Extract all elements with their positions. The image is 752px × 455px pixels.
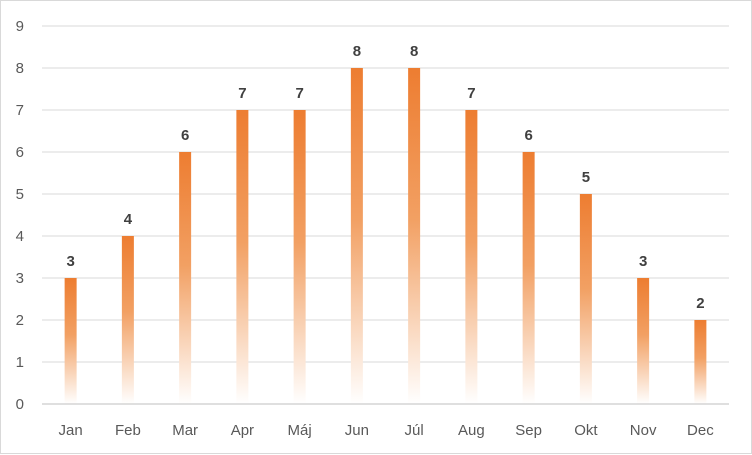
x-axis-tick-labels: Jan Feb Mar Apr Máj Jun Júl Aug Sep Okt Nov Dec: [59, 422, 715, 439]
data-label: 8: [410, 43, 418, 60]
y-tick-label: 4: [16, 228, 24, 245]
data-label: 6: [181, 127, 189, 144]
x-tick-label: Nov: [630, 422, 657, 439]
data-label: 8: [353, 43, 361, 60]
y-tick-label: 2: [16, 312, 24, 329]
x-tick-label: Apr: [231, 422, 254, 439]
bar-Mar: [179, 152, 192, 404]
data-label: 4: [124, 211, 133, 228]
bar-Okt: [579, 194, 592, 404]
y-tick-label: 8: [16, 60, 24, 77]
data-label: 7: [295, 85, 303, 102]
x-tick-label: Aug: [458, 422, 485, 439]
y-tick-label: 6: [16, 144, 24, 161]
bars: [64, 68, 707, 404]
x-tick-label: Júl: [405, 422, 424, 439]
y-tick-label: 7: [16, 102, 24, 119]
bar-Feb: [121, 236, 134, 404]
bar-Jun: [350, 68, 363, 404]
x-tick-label: Sep: [515, 422, 542, 439]
y-tick-label: 1: [16, 354, 24, 371]
data-label: 6: [524, 127, 532, 144]
bar-Jan: [64, 278, 77, 404]
x-tick-label: Jun: [345, 422, 369, 439]
bar-Aug: [465, 110, 478, 404]
x-tick-label: Jan: [59, 422, 83, 439]
data-label: 3: [66, 253, 74, 270]
bar-Máj: [293, 110, 306, 404]
x-tick-label: Mar: [172, 422, 198, 439]
x-tick-label: Okt: [574, 422, 598, 439]
data-label: 7: [238, 85, 246, 102]
x-tick-label: Dec: [687, 422, 714, 439]
x-tick-label: Feb: [115, 422, 141, 439]
data-label: 2: [696, 295, 704, 312]
bar-Dec: [694, 320, 707, 404]
data-label: 3: [639, 253, 647, 270]
y-tick-label: 5: [16, 186, 24, 203]
data-labels: 3 4 6 7 7 8 8 7 6 5 3 2: [66, 43, 704, 312]
bar-Nov: [637, 278, 650, 404]
data-label: 5: [582, 169, 590, 186]
gridlines: [42, 25, 729, 363]
bar-Sep: [522, 152, 535, 404]
y-axis-tick-labels: 0 1 2 3 4 5 6 7 8 9: [16, 18, 24, 413]
y-tick-label: 9: [16, 18, 24, 35]
bar-Apr: [236, 110, 249, 404]
data-label: 7: [467, 85, 475, 102]
y-tick-label: 0: [16, 396, 24, 413]
y-tick-label: 3: [16, 270, 24, 287]
bar-Júl: [408, 68, 421, 404]
x-tick-label: Máj: [288, 422, 312, 439]
